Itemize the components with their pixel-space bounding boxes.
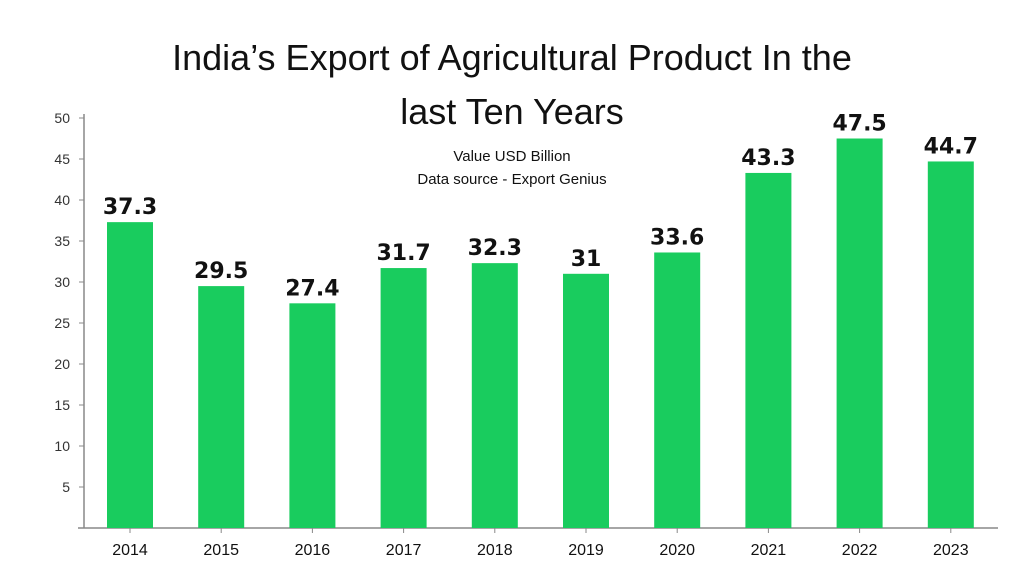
- x-tick-label: 2021: [751, 542, 787, 559]
- data-label: 27.4: [285, 276, 339, 301]
- x-tick-label: 2015: [203, 542, 239, 559]
- bar-2022: [836, 138, 883, 528]
- y-tick-label: 35: [54, 233, 70, 249]
- data-label: 37.3: [103, 195, 157, 220]
- bar-2016: [289, 303, 336, 528]
- bar-2020: [654, 252, 701, 529]
- bar-2015: [198, 286, 245, 528]
- data-label: 47.5: [832, 112, 886, 137]
- chart-subtitle-units: Value USD Billion: [453, 148, 571, 165]
- y-tick-label: 25: [54, 315, 70, 331]
- y-tick-label: 15: [54, 397, 70, 413]
- data-label: 29.5: [194, 259, 248, 284]
- chart-subtitle-source: Data source - Export Genius: [417, 171, 607, 188]
- data-label: 44.7: [924, 134, 978, 159]
- x-tick-label: 2018: [477, 542, 513, 559]
- bar-2017: [380, 268, 427, 528]
- bar-2021: [745, 172, 792, 528]
- x-tick-label: 2023: [933, 542, 969, 559]
- data-label: 32.3: [468, 236, 522, 261]
- chart-title-line-1: India’s Export of Agricultural Product I…: [172, 37, 852, 78]
- bar-2023: [927, 161, 974, 528]
- y-tick-label: 50: [54, 110, 70, 126]
- data-label: 43.3: [741, 146, 795, 171]
- data-label: 31: [571, 247, 602, 272]
- y-tick-label: 5: [62, 479, 70, 495]
- x-tick-label: 2020: [659, 542, 695, 559]
- chart-title-line-2: last Ten Years: [400, 91, 624, 132]
- x-tick-label: 2022: [842, 542, 878, 559]
- y-tick-label: 40: [54, 192, 70, 208]
- y-tick-label: 45: [54, 151, 70, 167]
- x-tick-label: 2019: [568, 542, 604, 559]
- data-label: 31.7: [376, 241, 430, 266]
- data-label: 33.6: [650, 225, 704, 250]
- bar-2018: [471, 263, 518, 528]
- bar-2014: [107, 222, 153, 528]
- x-tick-label: 2016: [295, 542, 331, 559]
- x-tick-label: 2014: [112, 542, 148, 559]
- bar-2019: [563, 273, 609, 528]
- x-tick-label: 2017: [386, 542, 422, 559]
- y-tick-label: 20: [54, 356, 70, 372]
- y-tick-label: 30: [54, 274, 70, 290]
- y-tick-label: 10: [54, 438, 70, 454]
